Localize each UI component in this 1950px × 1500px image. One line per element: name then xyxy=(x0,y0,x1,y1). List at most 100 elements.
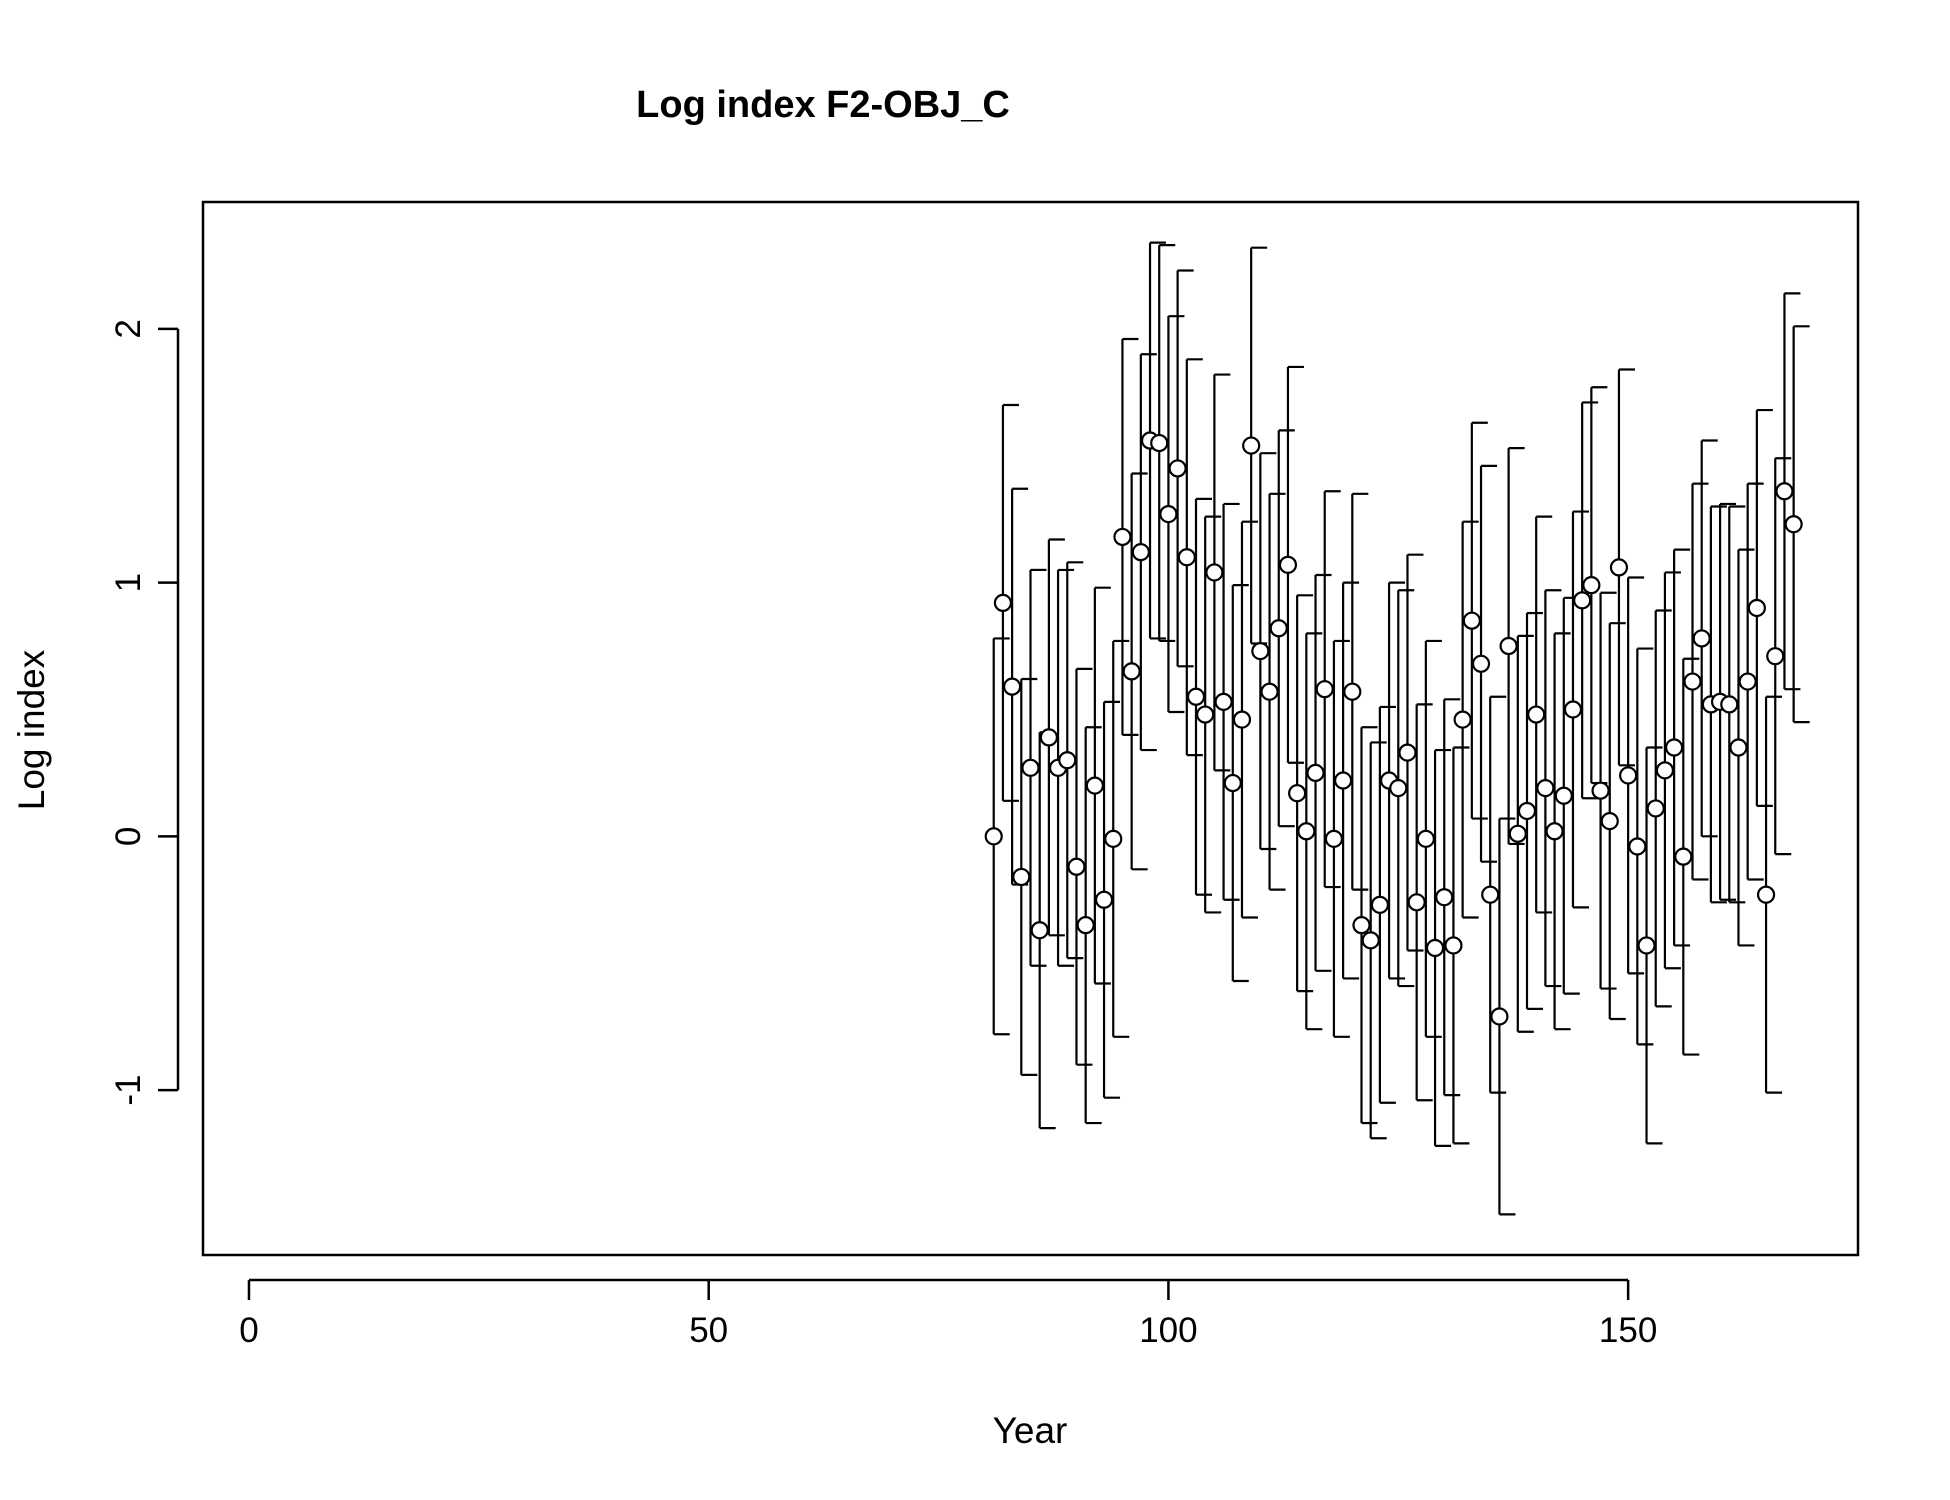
data-point xyxy=(1104,829,1123,848)
data-point xyxy=(1343,682,1362,701)
data-point xyxy=(1122,662,1141,681)
data-point xyxy=(1334,771,1353,790)
data-point xyxy=(1039,728,1058,747)
y-tick-label: -1 xyxy=(109,1075,148,1106)
data-point xyxy=(1766,647,1785,666)
data-point xyxy=(1655,761,1675,780)
data-point xyxy=(1517,801,1537,821)
data-point xyxy=(993,593,1013,613)
data-points xyxy=(984,431,1803,1026)
data-point xyxy=(1278,555,1298,574)
data-point xyxy=(1242,436,1261,455)
data-point xyxy=(1030,921,1049,940)
data-point xyxy=(1729,738,1748,757)
data-point xyxy=(1058,751,1077,770)
data-point xyxy=(1490,1007,1509,1026)
data-point xyxy=(1389,779,1408,798)
data-point xyxy=(1352,916,1371,935)
data-point xyxy=(984,827,1003,846)
data-point xyxy=(1315,680,1334,699)
data-point xyxy=(1297,822,1316,841)
x-tick-label: 100 xyxy=(1139,1311,1197,1350)
data-point xyxy=(1306,763,1325,783)
data-point xyxy=(1720,695,1739,714)
data-point xyxy=(1545,822,1564,841)
data-point xyxy=(1223,773,1242,793)
data-point xyxy=(1738,672,1757,691)
x-axis-label: Year xyxy=(993,1410,1068,1451)
error-bars xyxy=(992,241,1810,1216)
data-point xyxy=(1471,654,1491,673)
data-point xyxy=(1747,598,1766,618)
data-point xyxy=(1094,890,1114,909)
data-point xyxy=(1554,786,1573,805)
data-point xyxy=(1425,938,1445,958)
data-point xyxy=(1453,710,1472,729)
data-point xyxy=(1609,558,1629,577)
data-point xyxy=(1370,895,1389,914)
data-point xyxy=(1527,705,1546,724)
data-point xyxy=(1214,692,1233,711)
data-point xyxy=(1665,738,1684,757)
data-point xyxy=(1324,829,1344,848)
data-point xyxy=(1692,629,1711,648)
data-point xyxy=(1186,687,1206,706)
data-point xyxy=(1646,799,1665,818)
data-point xyxy=(1398,743,1417,762)
data-point xyxy=(1205,563,1224,582)
x-axis: 0 50 100 150 xyxy=(239,1278,1657,1350)
y-axis-label: Log index xyxy=(11,649,52,810)
data-point xyxy=(1150,433,1169,453)
data-point xyxy=(1600,812,1619,831)
data-point xyxy=(1591,781,1610,800)
data-point xyxy=(1582,576,1601,595)
data-point xyxy=(1619,766,1638,785)
data-point xyxy=(1462,611,1481,630)
data-point xyxy=(1168,459,1187,478)
data-point xyxy=(1637,936,1656,955)
data-point xyxy=(1775,482,1794,501)
data-point xyxy=(1508,824,1527,843)
data-point xyxy=(1012,867,1031,887)
data-point xyxy=(1003,677,1022,696)
data-point xyxy=(1407,893,1426,912)
data-point xyxy=(1021,758,1040,777)
data-point xyxy=(1628,837,1647,856)
data-point xyxy=(1361,931,1380,950)
data-point xyxy=(1536,779,1555,798)
data-point xyxy=(1177,548,1196,567)
data-point xyxy=(1131,543,1150,562)
data-point xyxy=(1416,829,1435,848)
x-tick-label: 150 xyxy=(1599,1311,1657,1350)
y-tick-label: 0 xyxy=(109,827,148,846)
data-point xyxy=(1085,776,1104,795)
data-point xyxy=(1683,672,1702,691)
x-tick-label: 50 xyxy=(689,1311,728,1350)
data-point xyxy=(1444,936,1463,955)
data-point xyxy=(1269,619,1288,638)
data-point xyxy=(1674,847,1693,866)
data-point xyxy=(1232,710,1252,729)
chart-title: Log index F2-OBJ_C xyxy=(636,84,1010,126)
data-point xyxy=(1435,888,1454,907)
y-axis: -1 0 1 2 xyxy=(109,319,180,1106)
data-point xyxy=(1196,705,1215,724)
plot-frame xyxy=(201,200,1860,1257)
data-point xyxy=(1159,504,1178,524)
x-tick-label: 0 xyxy=(239,1311,258,1350)
data-point xyxy=(1563,700,1583,719)
data-point xyxy=(1076,916,1095,935)
data-point xyxy=(1784,515,1803,534)
data-point xyxy=(1067,857,1086,876)
data-point xyxy=(1573,591,1592,610)
data-point xyxy=(1756,885,1776,904)
data-point xyxy=(1113,527,1132,547)
y-tick-label: 2 xyxy=(109,319,148,338)
data-point xyxy=(1499,636,1518,656)
data-point xyxy=(1260,682,1279,701)
data-point xyxy=(1481,885,1500,904)
y-tick-label: 1 xyxy=(109,573,148,592)
data-point xyxy=(1288,784,1307,803)
data-point xyxy=(1251,642,1270,661)
